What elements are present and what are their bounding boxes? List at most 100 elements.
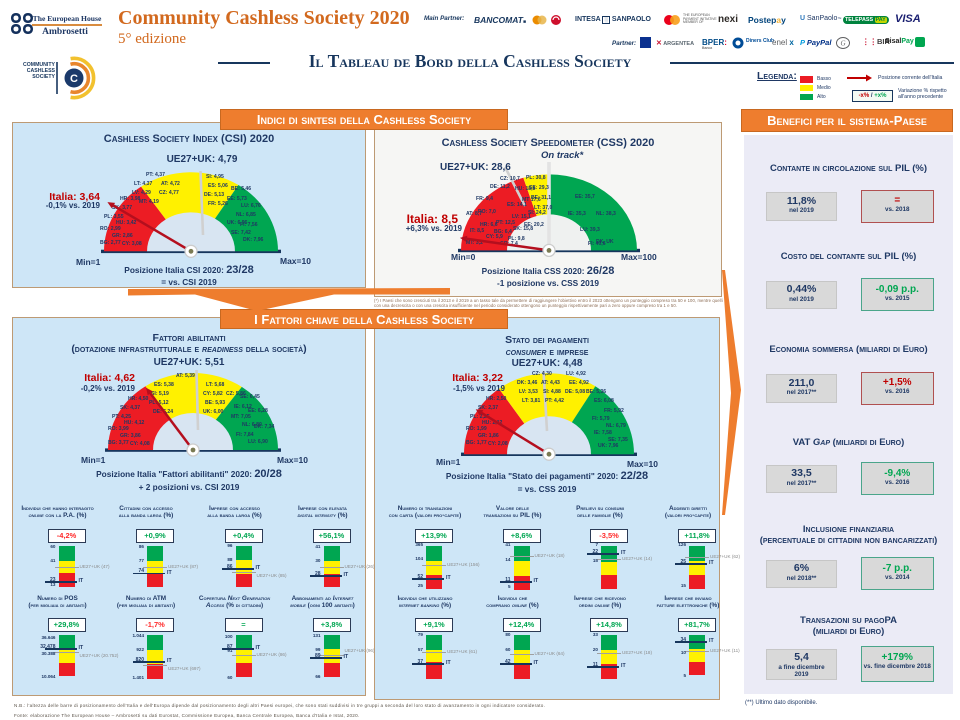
svg-text:CZ: 10,7: CZ: 10,7 bbox=[500, 176, 520, 182]
svg-text:FI: 5,79: FI: 5,79 bbox=[592, 416, 610, 422]
svg-text:AT: 5,39: AT: 5,39 bbox=[176, 373, 195, 379]
svg-text:UK: 7,96: UK: 7,96 bbox=[598, 443, 619, 449]
svg-text:CZ: 5,86: CZ: 5,86 bbox=[226, 391, 246, 397]
svg-text:FI: 7,84: FI: 7,84 bbox=[236, 432, 254, 438]
svg-text:SK: 2,37: SK: 2,37 bbox=[478, 405, 498, 411]
svg-text:AT: 8,7: AT: 8,7 bbox=[466, 211, 482, 217]
svg-text:ES: 14,1: ES: 14,1 bbox=[507, 202, 527, 208]
svg-text:PT: 4,25: PT: 4,25 bbox=[112, 414, 131, 420]
svg-text:PT: 4,42: PT: 4,42 bbox=[545, 398, 564, 404]
svg-text:C: C bbox=[70, 73, 78, 85]
svg-text:ES: 5,38: ES: 5,38 bbox=[154, 382, 174, 388]
svg-text:LT: 37,0: LT: 37,0 bbox=[534, 205, 552, 211]
svg-text:MT 17,6: MT 17,6 bbox=[522, 197, 541, 203]
svg-text:RO: 3,99: RO: 3,99 bbox=[108, 426, 129, 432]
svg-text:FI: 7,56: FI: 7,56 bbox=[240, 222, 258, 228]
svg-text:CY: 2,08: CY: 2,08 bbox=[488, 441, 508, 447]
svg-text:AT: 4,43: AT: 4,43 bbox=[541, 380, 560, 386]
svg-text:LV: 15,1: LV: 15,1 bbox=[512, 214, 531, 220]
svg-text:EE: 6,28: EE: 6,28 bbox=[248, 408, 268, 414]
svg-text:PL: 2,25: PL: 2,25 bbox=[470, 414, 490, 420]
svg-text:LV: 4,29: LV: 4,29 bbox=[132, 190, 151, 196]
svg-text:SI: 24,2: SI: 24,2 bbox=[528, 210, 546, 216]
svg-text:DE: 5,08: DE: 5,08 bbox=[565, 389, 585, 395]
svg-text:HR: 2,50: HR: 2,50 bbox=[486, 396, 507, 402]
svg-text:SE: 7,35: SE: 7,35 bbox=[608, 437, 628, 443]
svg-text:G: G bbox=[840, 40, 845, 48]
svg-text:EE: 5,73: EE: 5,73 bbox=[227, 196, 247, 202]
svg-text:LT: 3,81: LT: 3,81 bbox=[522, 398, 540, 404]
svg-text:CY: 4,08: CY: 4,08 bbox=[130, 441, 150, 447]
svg-text:RO: 1,99: RO: 1,99 bbox=[466, 426, 487, 432]
svg-text:IE: 6,12: IE: 6,12 bbox=[234, 404, 252, 410]
svg-text:CY: 3,08: CY: 3,08 bbox=[122, 241, 142, 247]
svg-text:GR: 2,86: GR: 2,86 bbox=[112, 233, 133, 239]
svg-text:MT: 4,19: MT: 4,19 bbox=[139, 199, 159, 205]
svg-text:BE: 31,1: BE: 31,1 bbox=[531, 195, 551, 201]
svg-text:NL: 6,79: NL: 6,79 bbox=[606, 423, 626, 429]
svg-text:SK: 15,8: SK: 15,8 bbox=[513, 226, 533, 232]
svg-text:BE: 5,93: BE: 5,93 bbox=[205, 400, 225, 406]
svg-text:AT: 4,72: AT: 4,72 bbox=[161, 181, 180, 187]
svg-text:DK: 7,96: DK: 7,96 bbox=[243, 237, 264, 243]
svg-text:SK: 3,77: SK: 3,77 bbox=[112, 205, 132, 211]
svg-text:DE: 5,13: DE: 5,13 bbox=[204, 192, 224, 198]
svg-text:RO: 7,0: RO: 7,0 bbox=[478, 209, 496, 215]
svg-text:BE: 5,46: BE: 5,46 bbox=[231, 186, 251, 192]
svg-text:LU: 6,90: LU: 6,90 bbox=[248, 439, 268, 445]
svg-text:CY: 5,9: CY: 5,9 bbox=[486, 234, 503, 240]
svg-text:CZ: 4,30: CZ: 4,30 bbox=[532, 371, 552, 377]
svg-text:ES: 6,08: ES: 6,08 bbox=[594, 398, 614, 404]
svg-text:BG: 6,4: BG: 6,4 bbox=[494, 229, 512, 235]
svg-text:HU: 2,12: HU: 2,12 bbox=[482, 420, 503, 426]
svg-text:SE: 29,3: SE: 29,3 bbox=[529, 185, 549, 191]
svg-text:CY: 5,82: CY: 5,82 bbox=[203, 391, 223, 397]
svg-text:DK, UK: DK, UK bbox=[596, 239, 614, 245]
svg-text:RO: 2,99: RO: 2,99 bbox=[100, 226, 121, 232]
svg-text:BG: 3,77: BG: 3,77 bbox=[108, 440, 129, 446]
svg-text:PL: 9,8: PL: 9,8 bbox=[508, 236, 525, 242]
svg-text:NL: 6,80: NL: 6,80 bbox=[242, 422, 262, 428]
svg-text:HR: 4,50: HR: 4,50 bbox=[128, 396, 149, 402]
svg-text:SI: 4,95: SI: 4,95 bbox=[206, 174, 224, 180]
svg-text:NL: 38,3: NL: 38,3 bbox=[596, 211, 616, 217]
svg-text:SE: 7,42: SE: 7,42 bbox=[231, 230, 251, 236]
svg-text:GR: 3,86: GR: 3,86 bbox=[120, 433, 141, 439]
svg-text:EE: 35,7: EE: 35,7 bbox=[575, 194, 595, 200]
svg-text:GR: 1,86: GR: 1,86 bbox=[478, 433, 499, 439]
svg-text:PT: 12,5: PT: 12,5 bbox=[496, 220, 515, 226]
svg-text:FR: 5,26: FR: 5,26 bbox=[208, 201, 228, 207]
svg-text:LU: 39,3: LU: 39,3 bbox=[580, 227, 600, 233]
svg-text:NL: 6,85: NL: 6,85 bbox=[236, 212, 256, 218]
svg-text:FR: 9,4: FR: 9,4 bbox=[476, 196, 493, 202]
svg-text:BE: 5,36: BE: 5,36 bbox=[586, 389, 606, 395]
svg-text:BG: 1,77: BG: 1,77 bbox=[466, 440, 487, 446]
svg-text:CZ: 4,77: CZ: 4,77 bbox=[159, 190, 179, 196]
svg-text:HU: 4,12: HU: 4,12 bbox=[124, 420, 145, 426]
svg-text:HU: 18,3: HU: 18,3 bbox=[515, 186, 536, 192]
svg-text:DK: 7,34: DK: 7,34 bbox=[254, 424, 275, 430]
svg-text:SE: 6,45: SE: 6,45 bbox=[240, 394, 260, 400]
svg-text:FI: 40,6: FI: 40,6 bbox=[588, 241, 606, 247]
svg-text:MT: 3,2: MT: 3,2 bbox=[466, 240, 483, 246]
svg-text:ES: 5,06: ES: 5,06 bbox=[208, 183, 228, 189]
svg-text:MT: 7,05: MT: 7,05 bbox=[231, 414, 251, 420]
svg-text:LV: 3,53: LV: 3,53 bbox=[519, 389, 538, 395]
svg-text:PT: 4,37: PT: 4,37 bbox=[146, 172, 165, 178]
svg-text:IE: 35,3: IE: 35,3 bbox=[568, 211, 586, 217]
svg-text:EE: 4,92: EE: 4,92 bbox=[569, 380, 589, 386]
svg-text:UK: 6,96: UK: 6,96 bbox=[227, 220, 248, 226]
svg-text:BG: 2,77: BG: 2,77 bbox=[100, 240, 121, 246]
svg-text:EE: 20,2: EE: 20,2 bbox=[524, 222, 544, 228]
svg-text:PL: 3,55: PL: 3,55 bbox=[104, 214, 124, 220]
svg-text:LU: 6,76: LU: 6,76 bbox=[241, 203, 261, 209]
svg-text:UK: 6,00: UK: 6,00 bbox=[203, 409, 224, 415]
svg-text:LU: 4,92: LU: 4,92 bbox=[566, 371, 586, 377]
svg-text:LT: 4,37: LT: 4,37 bbox=[134, 181, 152, 187]
svg-text:SI: 4,88: SI: 4,88 bbox=[543, 389, 561, 395]
svg-text:HR: 6,6: HR: 6,6 bbox=[480, 222, 498, 228]
svg-text:FR: 5,92: FR: 5,92 bbox=[604, 408, 624, 414]
svg-text:HU: 3,42: HU: 3,42 bbox=[116, 220, 137, 226]
svg-text:DK: 3,46: DK: 3,46 bbox=[517, 380, 538, 386]
svg-text:IE: 7,58: IE: 7,58 bbox=[594, 430, 612, 436]
